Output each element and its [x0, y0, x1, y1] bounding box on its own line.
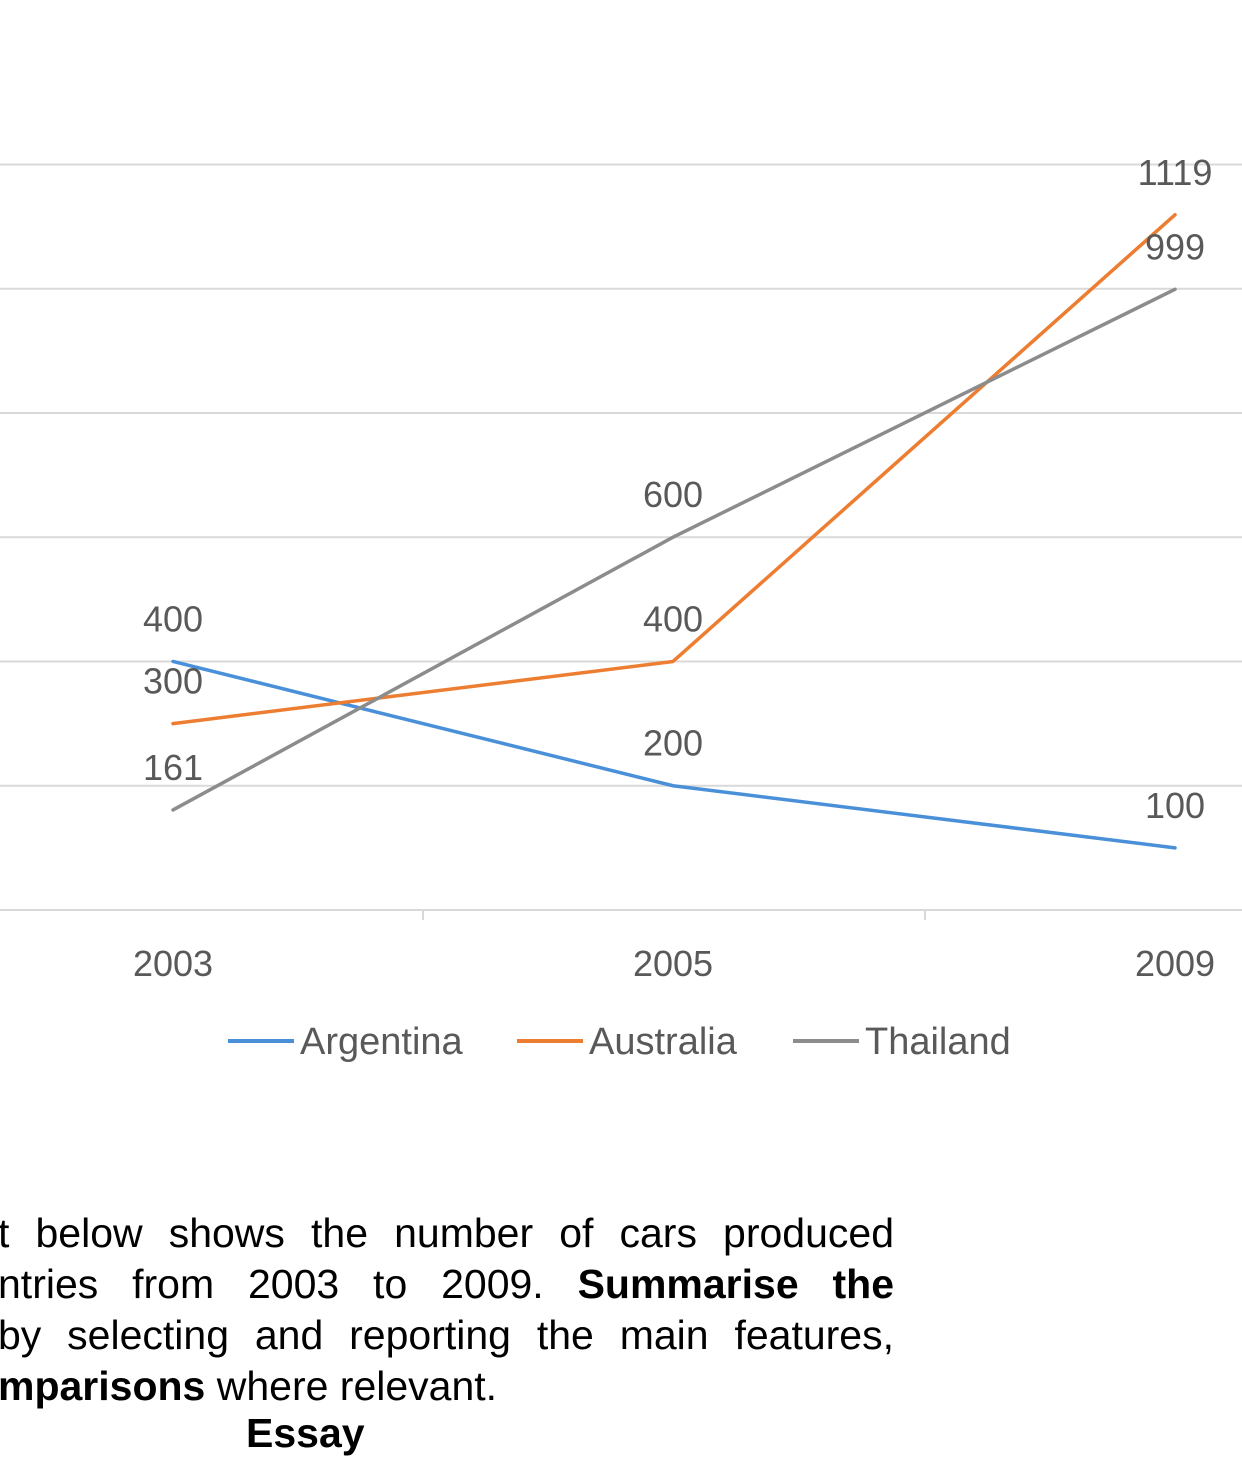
x-tick-label-2003: 2003 [133, 943, 213, 984]
data-label-argentina-2009: 100 [1145, 785, 1205, 826]
data-label-argentina-2005: 200 [643, 723, 703, 764]
legend-label-thailand: Thailand [865, 1021, 1011, 1063]
essay-heading: Essay [246, 1410, 365, 1456]
task-description: t below shows the number of cars produce… [0, 1208, 894, 1412]
caption-line-3: by selecting and reporting the main feat… [0, 1312, 894, 1358]
caption-line-2-regular: ntries from 2003 to 2009. [0, 1261, 544, 1307]
x-tick-label-2005: 2005 [633, 943, 713, 984]
caption-line-1: t below shows the number of cars produce… [0, 1210, 894, 1256]
x-tick-label-2009: 2009 [1135, 943, 1215, 984]
data-label-australia-2009: 1119 [1138, 152, 1213, 193]
chart-gridlines [0, 163, 1242, 911]
chart-series-lines [171, 213, 1177, 850]
series-line-thailand [171, 287, 1177, 812]
x-axis-ticks [422, 910, 926, 920]
data-label-thailand-2003: 161 [143, 747, 203, 788]
caption-line-4: mparisons where relevant. [0, 1361, 894, 1412]
legend-label-argentina: Argentina [300, 1021, 464, 1063]
data-label-australia-2003: 300 [143, 661, 203, 702]
caption-line-4-bold: mparisons [0, 1363, 206, 1409]
data-label-argentina-2003: 400 [143, 598, 203, 639]
caption-line-2-bold: Summarise the [577, 1261, 894, 1307]
data-label-thailand-2009: 999 [1145, 226, 1205, 267]
caption-line-2: ntries from 2003 to 2009. Summarise the [0, 1259, 894, 1310]
x-axis-tick-labels: 2003 2005 2009 [133, 943, 1215, 984]
caption-line-4-regular: where relevant. [216, 1363, 498, 1409]
data-label-australia-2005: 400 [643, 598, 703, 639]
series-line-australia [171, 213, 1177, 726]
chart-legend: Argentina Australia Thailand [228, 1021, 1011, 1063]
legend-label-australia: Australia [589, 1021, 738, 1063]
chart-data-labels: 400 200 100 300 400 1119 161 600 999 [143, 152, 1212, 826]
data-label-thailand-2005: 600 [643, 474, 703, 515]
